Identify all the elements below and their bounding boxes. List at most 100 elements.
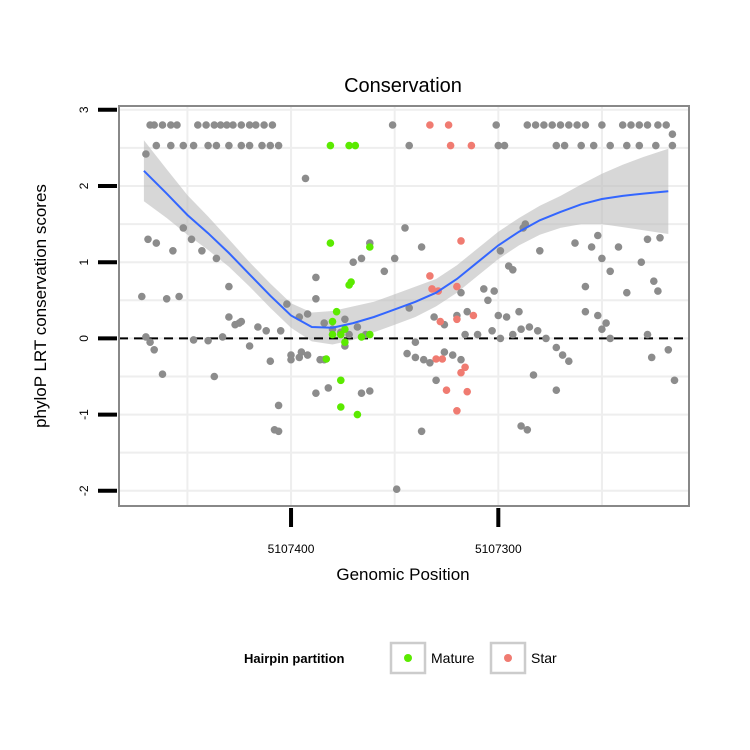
point-other	[388, 121, 397, 129]
point-other	[463, 307, 472, 316]
point-other	[594, 231, 602, 240]
point-other	[652, 141, 660, 150]
point-other	[573, 121, 581, 129]
point-other	[366, 387, 374, 395]
point-other	[602, 319, 610, 327]
point-other	[670, 376, 679, 385]
point-star	[426, 121, 434, 129]
point-other	[274, 427, 283, 436]
y-axis-title: phyloP LRT conservation scores	[31, 184, 50, 428]
point-other	[502, 313, 511, 321]
point-other	[533, 327, 542, 335]
point-other	[623, 141, 631, 150]
point-other	[380, 267, 389, 276]
point-other	[637, 258, 646, 267]
point-other	[345, 330, 353, 339]
point-other	[542, 334, 550, 343]
point-other	[303, 310, 312, 318]
point-other	[589, 141, 598, 150]
y-tick-label: -1	[77, 409, 91, 420]
point-other	[490, 287, 499, 295]
point-other	[187, 235, 196, 244]
point-other	[144, 235, 152, 244]
point-other	[262, 327, 271, 335]
point-other	[417, 427, 426, 436]
point-star	[436, 317, 445, 326]
smooth-line	[143, 170, 669, 329]
point-other	[556, 121, 565, 129]
x-axis: 5107400 5107300	[268, 508, 522, 556]
point-other	[509, 266, 517, 274]
chart-title: Conservation	[344, 75, 462, 97]
point-star	[453, 282, 461, 291]
y-tick-label: 2	[77, 182, 91, 189]
point-other	[266, 141, 275, 150]
point-other	[167, 121, 175, 129]
point-other	[577, 141, 585, 150]
point-star	[442, 386, 451, 395]
point-other	[523, 121, 532, 129]
point-star	[444, 121, 453, 129]
point-mature	[337, 403, 345, 411]
point-other	[216, 121, 225, 129]
point-other	[245, 121, 254, 129]
point-other	[162, 295, 171, 303]
point-other	[324, 384, 333, 392]
point-other	[268, 121, 277, 129]
point-other	[643, 235, 652, 244]
point-other	[560, 141, 569, 150]
point-other	[647, 353, 656, 362]
point-other	[405, 141, 414, 150]
point-other	[523, 426, 532, 434]
point-other	[158, 121, 167, 129]
point-other	[473, 330, 482, 339]
point-other	[515, 307, 523, 316]
plot-panel	[118, 105, 690, 507]
point-other	[426, 359, 434, 367]
point-other	[403, 349, 411, 358]
point-other	[598, 121, 606, 129]
point-other	[496, 334, 505, 343]
point-star	[457, 237, 465, 245]
point-other	[150, 121, 158, 129]
point-other	[258, 141, 266, 150]
point-other	[627, 121, 635, 129]
point-other	[411, 353, 420, 362]
point-other	[565, 121, 573, 129]
y-tick-label: 1	[77, 259, 91, 266]
point-other	[411, 338, 420, 347]
point-other	[312, 273, 320, 282]
point-other	[529, 371, 538, 379]
point-other	[274, 401, 283, 410]
point-other	[237, 141, 246, 150]
point-other	[656, 234, 664, 242]
point-star	[428, 285, 436, 293]
point-other	[202, 121, 210, 129]
point-other	[405, 304, 414, 312]
point-other	[225, 282, 233, 291]
point-other	[618, 121, 627, 129]
point-other	[525, 323, 534, 331]
point-other	[461, 330, 469, 339]
point-other	[565, 357, 573, 366]
point-other	[212, 141, 221, 150]
point-mature	[351, 141, 360, 150]
point-other	[457, 355, 465, 364]
point-other	[142, 333, 150, 341]
point-other	[301, 174, 310, 183]
point-other	[650, 277, 658, 286]
point-other	[587, 243, 596, 251]
point-other	[312, 295, 320, 303]
x-axis-title: Genomic Position	[336, 565, 469, 584]
point-other	[175, 292, 183, 301]
point-mature	[347, 278, 355, 286]
point-other	[167, 141, 175, 150]
point-other	[598, 325, 606, 334]
point-other	[635, 141, 644, 150]
legend-title: Hairpin partition	[244, 651, 344, 666]
point-other	[266, 357, 275, 366]
point-other	[189, 141, 198, 150]
point-star	[463, 387, 472, 396]
point-other	[623, 288, 631, 297]
point-other	[231, 320, 239, 329]
